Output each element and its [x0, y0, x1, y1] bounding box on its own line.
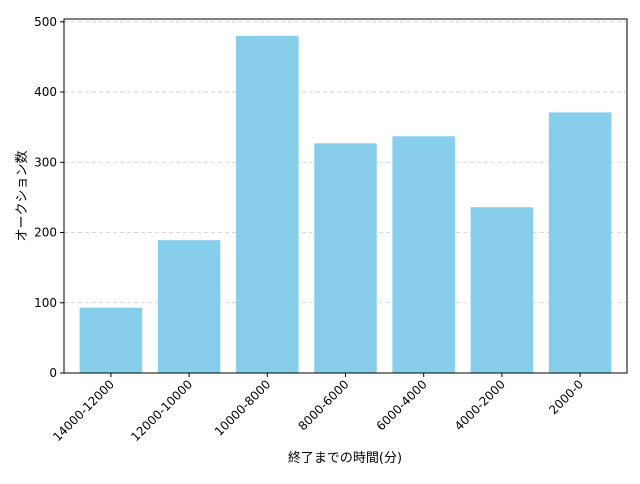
bar [236, 35, 299, 373]
y-tick-label: 100 [34, 296, 57, 310]
x-tick-label: 4000-2000 [452, 377, 508, 433]
y-tick-label: 300 [34, 155, 57, 169]
y-tick-label: 400 [34, 85, 57, 99]
y-tick-label: 200 [34, 226, 57, 240]
x-axis-ticks: 14000-12000 12000-10000 10000-8000 8000-600… [50, 373, 586, 444]
bar [314, 143, 377, 373]
bar [157, 240, 221, 373]
x-tick-label: 12000-10000 [128, 377, 195, 444]
x-tick-label: 8000-6000 [295, 377, 351, 433]
y-tick-label: 0 [49, 366, 57, 380]
x-tick-label: 14000-12000 [50, 377, 117, 444]
bar [392, 136, 455, 373]
x-tick-label: 10000-8000 [212, 377, 274, 439]
x-tick-label: 6000-4000 [374, 377, 430, 433]
x-axis-label: 終了までの時間(分) [288, 450, 402, 466]
bar [79, 307, 143, 373]
y-axis-ticks: 0 100 200 300 400 500 [34, 15, 64, 380]
bar [548, 112, 612, 374]
y-axis-label: オークション数 [15, 150, 30, 241]
bars [79, 35, 612, 374]
y-tick-label: 500 [34, 15, 57, 29]
bar [470, 207, 534, 373]
x-tick-label: 2000-0 [546, 377, 586, 417]
